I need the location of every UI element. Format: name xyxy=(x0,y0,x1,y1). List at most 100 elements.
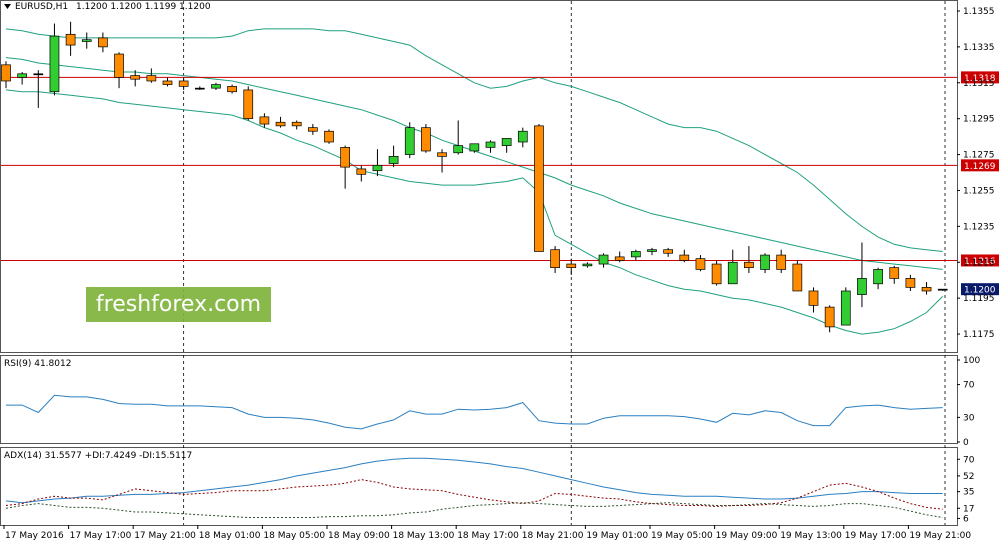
time-tick-label: 17 May 2016 xyxy=(5,531,64,541)
level-price-label: 1.1216 xyxy=(964,257,996,267)
candle xyxy=(776,249,787,274)
horizontal-levels: 1.1318 1.1269 1.1216 1.1200 xyxy=(1,71,999,296)
candle xyxy=(356,165,367,182)
candle xyxy=(711,260,722,286)
time-tick-label: 19 May 13:00 xyxy=(780,531,842,541)
candle xyxy=(873,267,883,290)
candle-body xyxy=(630,251,641,258)
candle-body xyxy=(404,127,415,155)
candle xyxy=(178,77,189,90)
candle-body xyxy=(33,73,44,76)
candle xyxy=(114,52,124,89)
candle xyxy=(921,282,932,295)
price-tick-label: 1.1175 xyxy=(963,330,995,340)
adx-panel-frame xyxy=(0,447,958,526)
candle-body xyxy=(937,288,948,291)
candle-body xyxy=(388,156,399,164)
candle xyxy=(517,127,528,148)
time-tick-label: 19 May 09:00 xyxy=(716,531,778,541)
time-tick-label: 19 May 01:00 xyxy=(586,531,648,541)
adx-tick-label: 6 xyxy=(963,514,969,524)
rsi-title: RSI(9) 41.8012 xyxy=(4,359,71,369)
candle xyxy=(598,253,609,268)
level-price-badge xyxy=(961,71,999,84)
candle-body xyxy=(582,263,593,267)
candle-body xyxy=(485,141,496,148)
candle-body xyxy=(808,290,819,306)
candle-body xyxy=(259,116,270,125)
bollinger-upper-line xyxy=(5,28,943,252)
candle-body xyxy=(49,35,60,93)
rsi-panel-frame xyxy=(0,355,958,444)
candle-body xyxy=(711,263,722,285)
rsi-tick-label: 0 xyxy=(963,438,969,448)
candle xyxy=(534,124,544,252)
candle-body xyxy=(211,84,221,89)
price-tick-label: 1.1355 xyxy=(963,7,995,17)
candle-body xyxy=(598,254,609,265)
adx-tick-label: 17 xyxy=(963,504,974,514)
level-price-badge xyxy=(961,254,999,267)
candle-body xyxy=(243,89,254,120)
candle xyxy=(388,145,399,168)
price-tick-label: 1.1215 xyxy=(963,258,995,268)
candle-body xyxy=(421,127,431,152)
candle xyxy=(81,32,92,49)
candle xyxy=(275,116,286,128)
candle-body xyxy=(227,86,237,93)
candle xyxy=(211,82,221,90)
rsi-tick-label: 70 xyxy=(963,381,975,391)
level-price-label: 1.1318 xyxy=(964,74,996,84)
time-tick-label: 18 May 13:00 xyxy=(393,531,455,541)
candle-body xyxy=(130,75,141,80)
candle xyxy=(760,253,770,274)
candle-body xyxy=(744,261,754,268)
ohlc-values: 1.1200 1.1200 1.1199 1.1200 xyxy=(76,2,211,12)
time-tick-label: 19 May 21:00 xyxy=(909,531,971,541)
time-tick-label: 19 May 05:00 xyxy=(651,531,713,541)
current-price-label: 1.1200 xyxy=(964,286,996,296)
time-tick-label: 18 May 17:00 xyxy=(457,531,519,541)
candle xyxy=(1,61,11,89)
time-tick-label: 19 May 17:00 xyxy=(845,531,907,541)
candle xyxy=(453,120,464,155)
candle xyxy=(937,288,948,291)
adx-tick-label: 70 xyxy=(963,455,975,465)
price-tick-label: 1.1275 xyxy=(963,151,995,161)
candle-body xyxy=(727,261,738,285)
candle xyxy=(146,68,157,83)
candle xyxy=(501,138,512,153)
candle-body xyxy=(178,80,189,87)
candle-body xyxy=(1,64,11,82)
axis-labels: 1.1355 1.1335 1.1315 1.1295 1.1275 1.1255 1.12… xyxy=(3,7,995,541)
candle-body xyxy=(566,263,577,268)
bollinger-lower-line xyxy=(5,89,944,335)
candle xyxy=(17,72,27,85)
rsi-tick-label: 100 xyxy=(963,356,980,366)
candle xyxy=(130,70,141,87)
candle xyxy=(340,145,350,189)
candle-body xyxy=(792,263,803,292)
candle-body xyxy=(437,152,447,157)
candle xyxy=(194,86,205,90)
time-tick-label: 18 May 01:00 xyxy=(199,531,261,541)
rsi-series-line xyxy=(6,394,943,430)
candle xyxy=(679,249,690,263)
candle-body xyxy=(695,258,706,270)
candle xyxy=(227,84,237,94)
candle-body xyxy=(469,143,480,152)
candle-body xyxy=(614,256,625,261)
price-tick-label: 1.1255 xyxy=(963,186,995,196)
candle-body xyxy=(65,33,76,46)
candle-body xyxy=(550,249,560,268)
adx-series-adx-line xyxy=(5,457,943,504)
watermark-text: freshforex.com xyxy=(95,292,262,317)
candle xyxy=(630,249,641,261)
candle-body xyxy=(921,287,932,292)
candle-body xyxy=(17,73,27,78)
candle-body xyxy=(873,269,883,285)
adx-tick-label: 52 xyxy=(963,472,974,482)
candle-body xyxy=(356,168,367,175)
adx-series-di-line xyxy=(5,479,943,510)
candle xyxy=(744,246,754,274)
